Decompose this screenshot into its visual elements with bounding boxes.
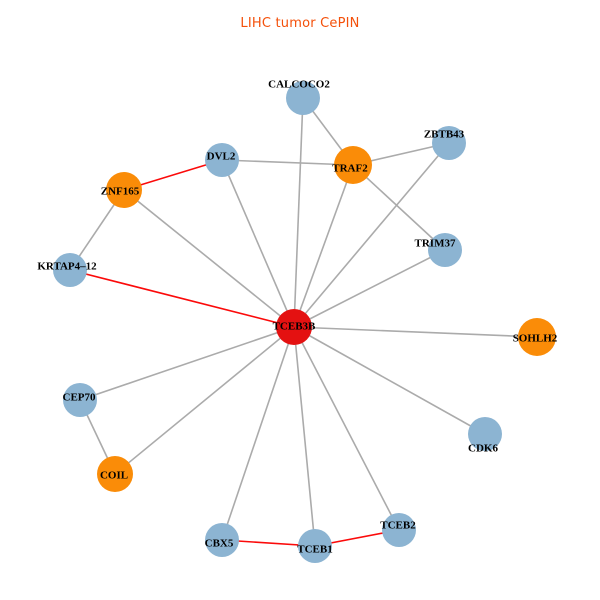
graph-node[interactable] bbox=[432, 126, 466, 160]
graph-edge bbox=[293, 249, 446, 328]
graph-edge bbox=[114, 326, 295, 475]
graph-node[interactable] bbox=[518, 318, 556, 356]
graph-node[interactable] bbox=[382, 513, 416, 547]
graph-edge bbox=[221, 159, 354, 166]
graph-node-label: DVL2 bbox=[207, 151, 236, 163]
graph-edge bbox=[293, 164, 354, 328]
labels-layer: CALCOCO2 ZBTB43 TRAF2 DVL2 ZNF165 TRIM37 KRTAP… bbox=[37, 79, 557, 556]
graph-edge bbox=[293, 326, 316, 547]
graph-node-label: TCEB2 bbox=[380, 520, 416, 532]
page-title: LIHC tumor CePIN bbox=[240, 16, 360, 31]
graph-node-label: TCEB3B bbox=[273, 321, 316, 333]
graph-node[interactable] bbox=[428, 233, 462, 267]
graph-node[interactable] bbox=[276, 309, 312, 345]
graph-node-label: TCEB1 bbox=[297, 544, 332, 556]
graph-edge bbox=[293, 97, 304, 328]
graph-node[interactable] bbox=[334, 146, 372, 184]
graph-node-label: CEP70 bbox=[63, 392, 97, 404]
graph-edge bbox=[293, 326, 538, 338]
graph-node-label: CDK6 bbox=[468, 443, 498, 455]
graph-node[interactable] bbox=[205, 523, 239, 557]
graph-node[interactable] bbox=[298, 529, 332, 563]
graph-node-label: KRTAP4–12 bbox=[37, 261, 97, 273]
graph-edge bbox=[293, 326, 486, 435]
graph-node-label: TRIM37 bbox=[415, 238, 456, 250]
graph-node[interactable] bbox=[468, 417, 502, 451]
graph-node[interactable] bbox=[205, 143, 239, 177]
graph-node-label: CALCOCO2 bbox=[268, 79, 330, 91]
graph-edge bbox=[352, 164, 446, 251]
graph-node[interactable] bbox=[53, 253, 87, 287]
graph-node[interactable] bbox=[286, 81, 320, 115]
graph-edge bbox=[221, 159, 295, 328]
graph-node-label: ZBTB43 bbox=[424, 129, 465, 141]
graph-edge bbox=[293, 326, 400, 531]
graph-edge bbox=[79, 326, 295, 401]
graph-node-label: CBX5 bbox=[205, 538, 234, 550]
graph-edge bbox=[69, 269, 295, 328]
graph-node-label: COIL bbox=[100, 470, 128, 482]
graph-node[interactable] bbox=[63, 383, 97, 417]
graph-node[interactable] bbox=[97, 456, 133, 492]
nodes-layer bbox=[53, 81, 556, 563]
graph-node-label: ZNF165 bbox=[101, 186, 140, 198]
graph-node[interactable] bbox=[106, 172, 142, 208]
graph-edge bbox=[123, 189, 295, 328]
graph-edge bbox=[293, 142, 450, 328]
graph-node-label: SOHLH2 bbox=[513, 333, 558, 345]
graph-node-label: TRAF2 bbox=[332, 163, 368, 175]
graph-edge bbox=[221, 326, 295, 541]
